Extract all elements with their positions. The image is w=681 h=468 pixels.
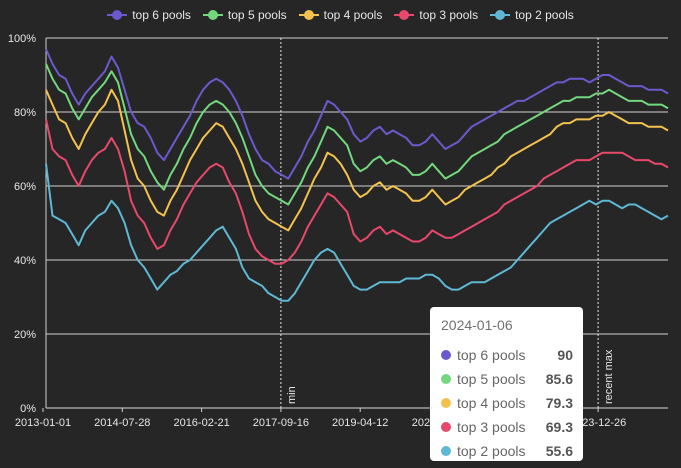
tooltip-name-top-6: top 6 pools xyxy=(457,347,526,363)
annotation-label-1: recent max xyxy=(603,349,615,404)
tooltip-row-top-5: top 5 pools 85.6 xyxy=(441,367,573,391)
legend-label-top-2: top 2 pools xyxy=(515,8,574,22)
annotations: min recent max xyxy=(280,38,615,408)
legend-label-top-4: top 4 pools xyxy=(323,8,383,22)
tooltip-dot-top-3 xyxy=(441,422,451,432)
tooltip-value-top-6: 90 xyxy=(557,347,573,363)
legend-label-top-3: top 3 pools xyxy=(419,8,479,22)
y-tick-label: 60% xyxy=(14,181,36,193)
tooltip-row-top-3: top 3 pools 69.3 xyxy=(441,415,573,439)
x-tick-label: 2013-01-01 xyxy=(15,417,71,429)
grid-lines xyxy=(45,37,668,409)
tooltip-dot-top-4 xyxy=(441,398,451,408)
legend-item-top-6[interactable]: top 6 pools xyxy=(107,8,191,22)
tooltip-name-top-3: top 3 pools xyxy=(457,419,526,435)
x-tick-label: 2014-07-28 xyxy=(94,417,150,429)
x-tick-label: 2016-02-21 xyxy=(173,417,229,429)
legend-swatch-top-2 xyxy=(490,8,511,22)
y-tick-label: 80% xyxy=(14,107,36,119)
legend-item-top-2[interactable]: top 2 pools xyxy=(490,8,574,22)
tooltip-dot-top-2 xyxy=(441,446,451,456)
x-axis-ticks: 2013-01-01 2014-07-28 2016-02-21 2017-09-16… xyxy=(15,408,626,429)
y-tick-label: 20% xyxy=(14,329,36,341)
tooltip-dot-top-5 xyxy=(441,374,451,384)
legend-item-top-5[interactable]: top 5 pools xyxy=(202,8,287,22)
legend-swatch-top-3 xyxy=(394,8,415,22)
tooltip-name-top-2: top 2 pools xyxy=(457,443,526,459)
series-line-top-6-pools xyxy=(45,48,669,180)
y-tick-label: 0% xyxy=(20,403,36,415)
x-tick-label: 2019-04-12 xyxy=(332,417,388,429)
tooltip-title: 2024-01-06 xyxy=(441,317,513,333)
tooltip-row-top-2: top 2 pools 55.6 xyxy=(441,439,573,463)
tooltip-value-top-2: 55.6 xyxy=(545,443,573,459)
y-tick-label: 100% xyxy=(8,33,36,45)
annotation-label-0: min xyxy=(286,386,298,404)
legend-item-top-4[interactable]: top 4 pools xyxy=(298,8,383,22)
legend-item-top-3[interactable]: top 3 pools xyxy=(394,8,478,22)
tooltip-value-top-5: 85.6 xyxy=(545,371,573,387)
legend-swatch-top-5 xyxy=(202,8,223,22)
tooltip-name-top-5: top 5 pools xyxy=(457,371,526,387)
legend-swatch-top-6 xyxy=(107,8,128,22)
tooltip: 2024-01-06 top 6 pools 90 top 5 pools 85… xyxy=(430,307,583,461)
series-line-top-3-pools xyxy=(45,119,669,265)
y-axis-ticks: 0% 20% 40% 60% 80% 100% xyxy=(8,33,36,415)
tooltip-value-top-3: 69.3 xyxy=(545,419,573,435)
tooltip-row-top-6: top 6 pools 90 xyxy=(441,343,573,367)
series-line-top-4-pools xyxy=(45,88,669,232)
tooltip-name-top-4: top 4 pools xyxy=(457,395,526,411)
x-tick-label: 2023-12-26 xyxy=(570,417,626,429)
x-tick-label: 2017-09-16 xyxy=(253,417,309,429)
tooltip-dot-top-6 xyxy=(441,350,451,360)
legend: top 6 pools top 5 pools top 4 pools top … xyxy=(0,8,681,22)
series-line-top-5-pools xyxy=(45,63,669,206)
series-lines xyxy=(45,48,669,302)
y-tick-label: 40% xyxy=(14,255,36,267)
legend-label-top-5: top 5 pools xyxy=(227,8,287,22)
tooltip-value-top-4: 79.3 xyxy=(545,395,573,411)
series-line-top-2-pools xyxy=(45,163,669,302)
legend-label-top-6: top 6 pools xyxy=(132,8,191,22)
legend-swatch-top-4 xyxy=(298,8,319,22)
tooltip-row-top-4: top 4 pools 79.3 xyxy=(441,391,573,415)
